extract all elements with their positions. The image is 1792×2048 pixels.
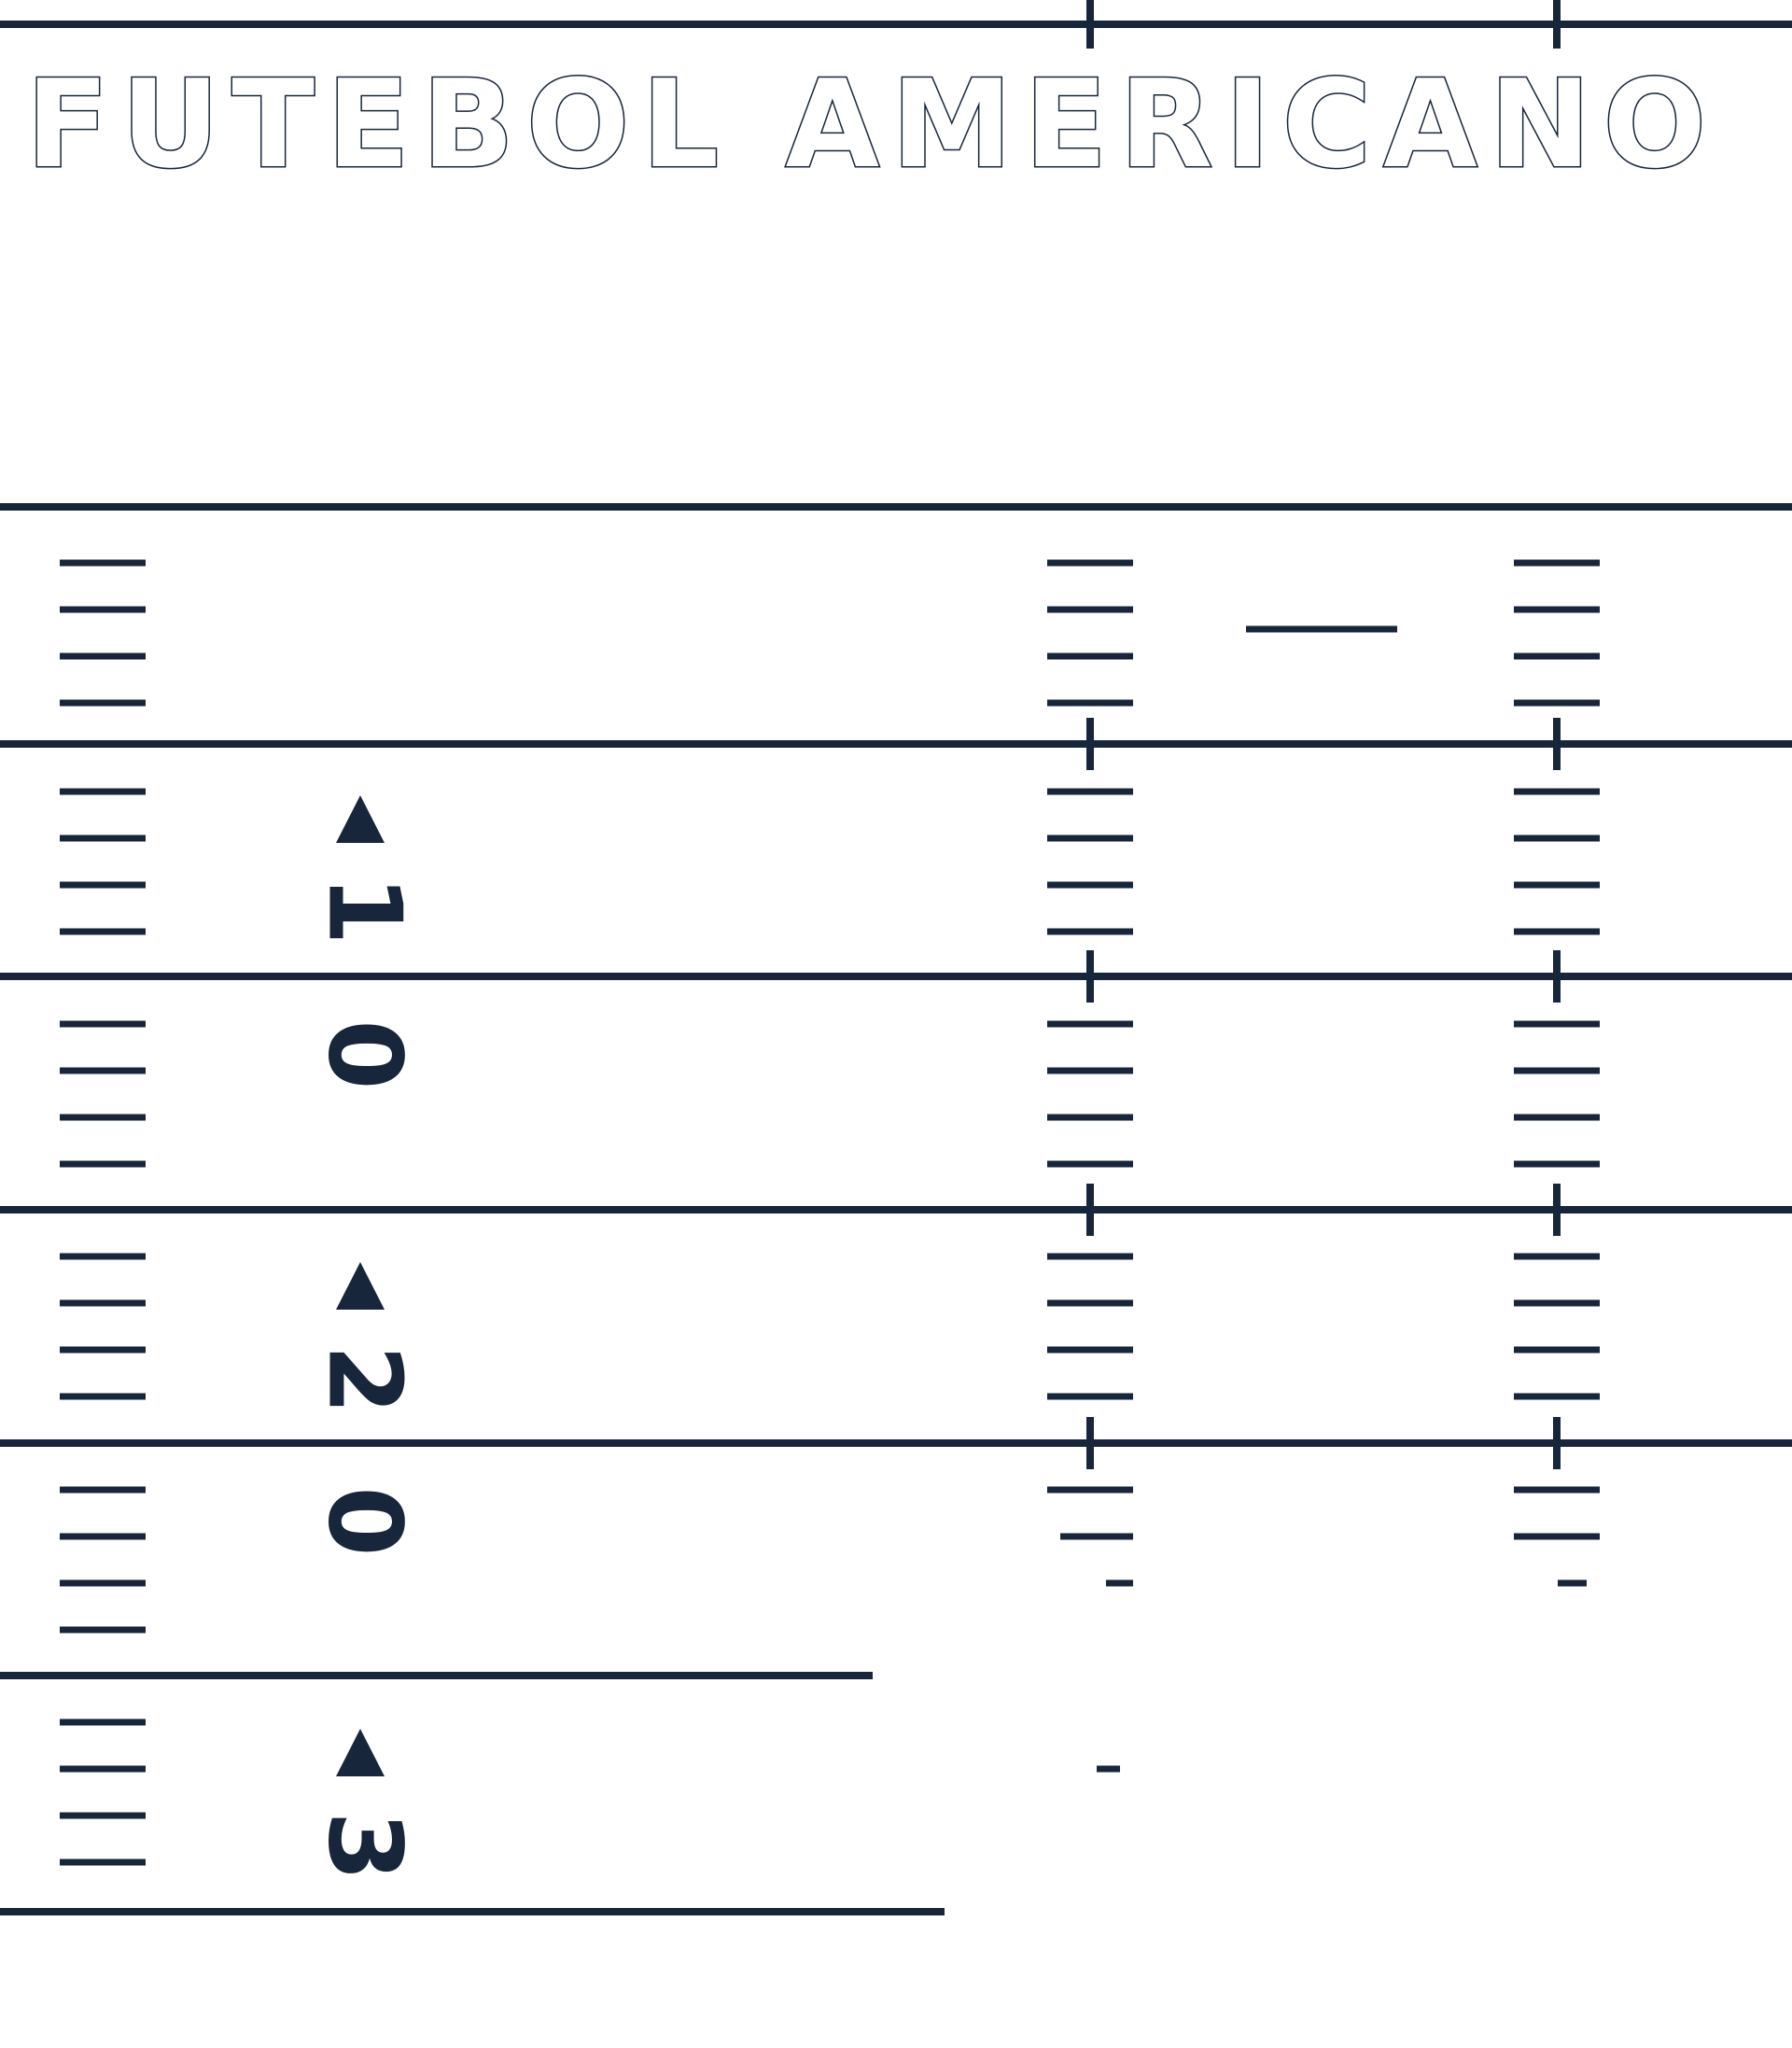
arrow-up-icon bbox=[336, 1729, 385, 1776]
yard-number-20: 2 0 bbox=[306, 1262, 423, 1557]
yard-number-tens: 1 bbox=[306, 875, 423, 945]
page-title: FUTEBOL AMERICANO bbox=[26, 53, 1718, 195]
yard-number-tens: 2 bbox=[306, 1344, 423, 1414]
yard-number-30: 3 bbox=[306, 1729, 423, 1882]
yard-number-ones: 0 bbox=[306, 1019, 423, 1089]
field-lines bbox=[0, 0, 1792, 1915]
yard-number-tens: 3 bbox=[306, 1811, 423, 1881]
yard-number-10: 1 0 bbox=[306, 795, 423, 1090]
yard-number-ones: 0 bbox=[306, 1486, 423, 1556]
arrow-up-icon bbox=[336, 795, 385, 843]
arrow-up-icon bbox=[336, 1262, 385, 1310]
